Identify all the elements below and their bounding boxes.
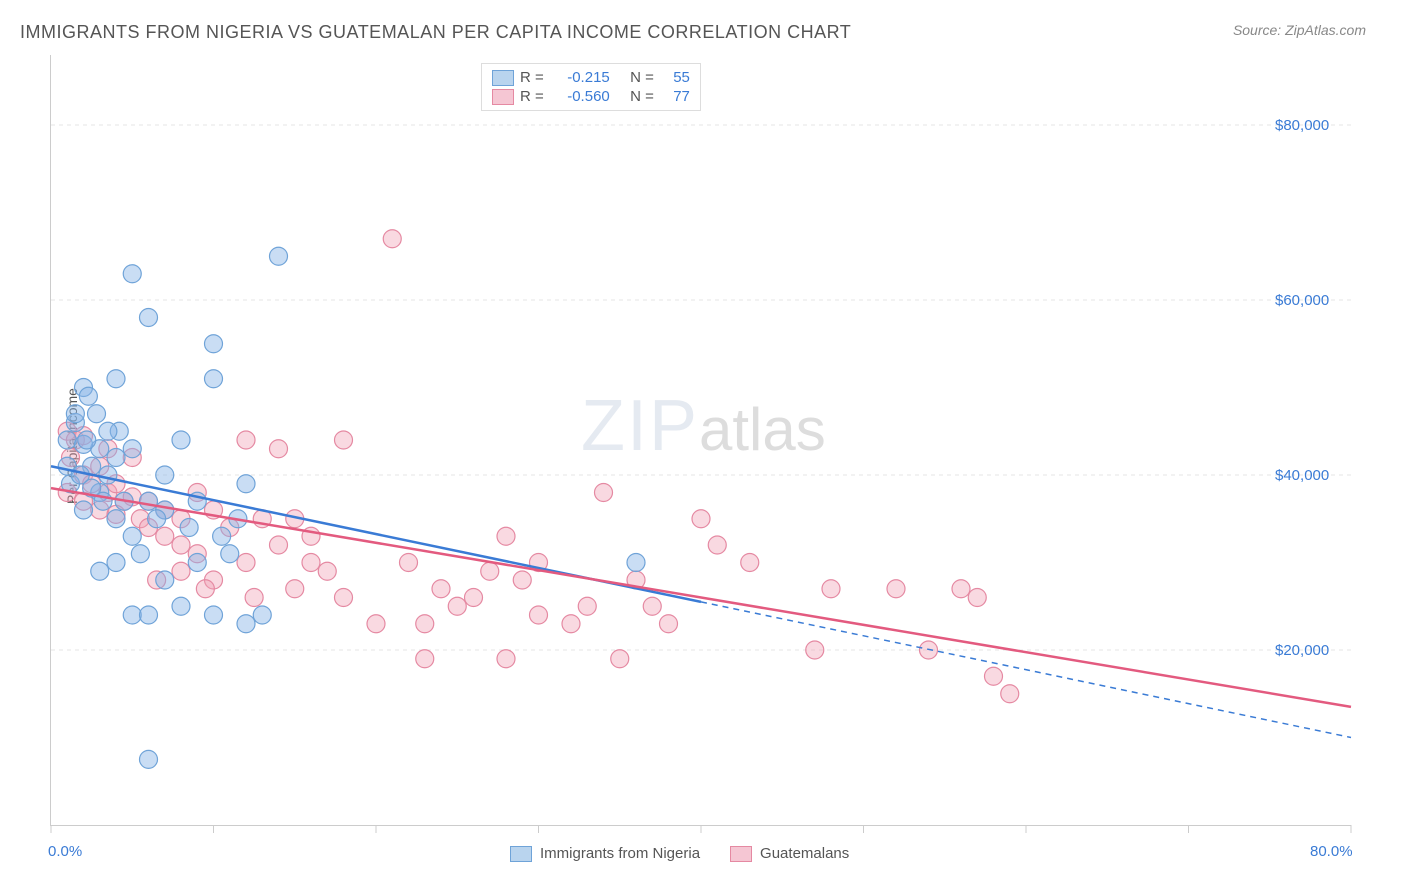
- bottom-legend-label-nigeria: Immigrants from Nigeria: [540, 845, 700, 862]
- chart-container: IMMIGRANTS FROM NIGERIA VS GUATEMALAN PE…: [0, 0, 1406, 892]
- r-value-guatemalan: -0.560: [550, 88, 610, 105]
- bottom-legend-item-nigeria: Immigrants from Nigeria: [510, 845, 700, 862]
- y-tick-label: $60,000: [1275, 292, 1329, 309]
- y-tick-label: $20,000: [1275, 642, 1329, 659]
- legend-stats-row-guatemalan: R = -0.560 N = 77: [492, 87, 690, 106]
- swatch-nigeria: [492, 70, 514, 86]
- swatch-guatemalan: [492, 89, 514, 105]
- bottom-legend: Immigrants from Nigeria Guatemalans: [510, 845, 849, 862]
- y-tick-label: $80,000: [1275, 117, 1329, 134]
- n-value-guatemalan: 77: [660, 88, 690, 105]
- y-tick-label: $40,000: [1275, 467, 1329, 484]
- bottom-legend-label-guatemalan: Guatemalans: [760, 845, 849, 862]
- n-label: N =: [630, 88, 654, 105]
- r-value-nigeria: -0.215: [550, 69, 610, 86]
- r-label: R =: [520, 88, 544, 105]
- swatch-guatemalan-icon: [730, 846, 752, 862]
- legend-stats-row-nigeria: R = -0.215 N = 55: [492, 68, 690, 87]
- bottom-legend-item-guatemalan: Guatemalans: [730, 845, 849, 862]
- x-tick-label: 80.0%: [1310, 843, 1353, 860]
- n-label: N =: [630, 69, 654, 86]
- source-label: Source: ZipAtlas.com: [1233, 22, 1366, 38]
- swatch-nigeria-icon: [510, 846, 532, 862]
- chart-title: IMMIGRANTS FROM NIGERIA VS GUATEMALAN PE…: [20, 22, 851, 43]
- r-label: R =: [520, 69, 544, 86]
- legend-stats-box: R = -0.215 N = 55 R = -0.560 N = 77: [481, 63, 701, 111]
- scatter-svg: [51, 55, 1351, 825]
- x-tick-label: 0.0%: [48, 843, 82, 860]
- plot-area: ZIPatlas R = -0.215 N = 55 R = -0.560 N …: [50, 55, 1351, 826]
- n-value-nigeria: 55: [660, 69, 690, 86]
